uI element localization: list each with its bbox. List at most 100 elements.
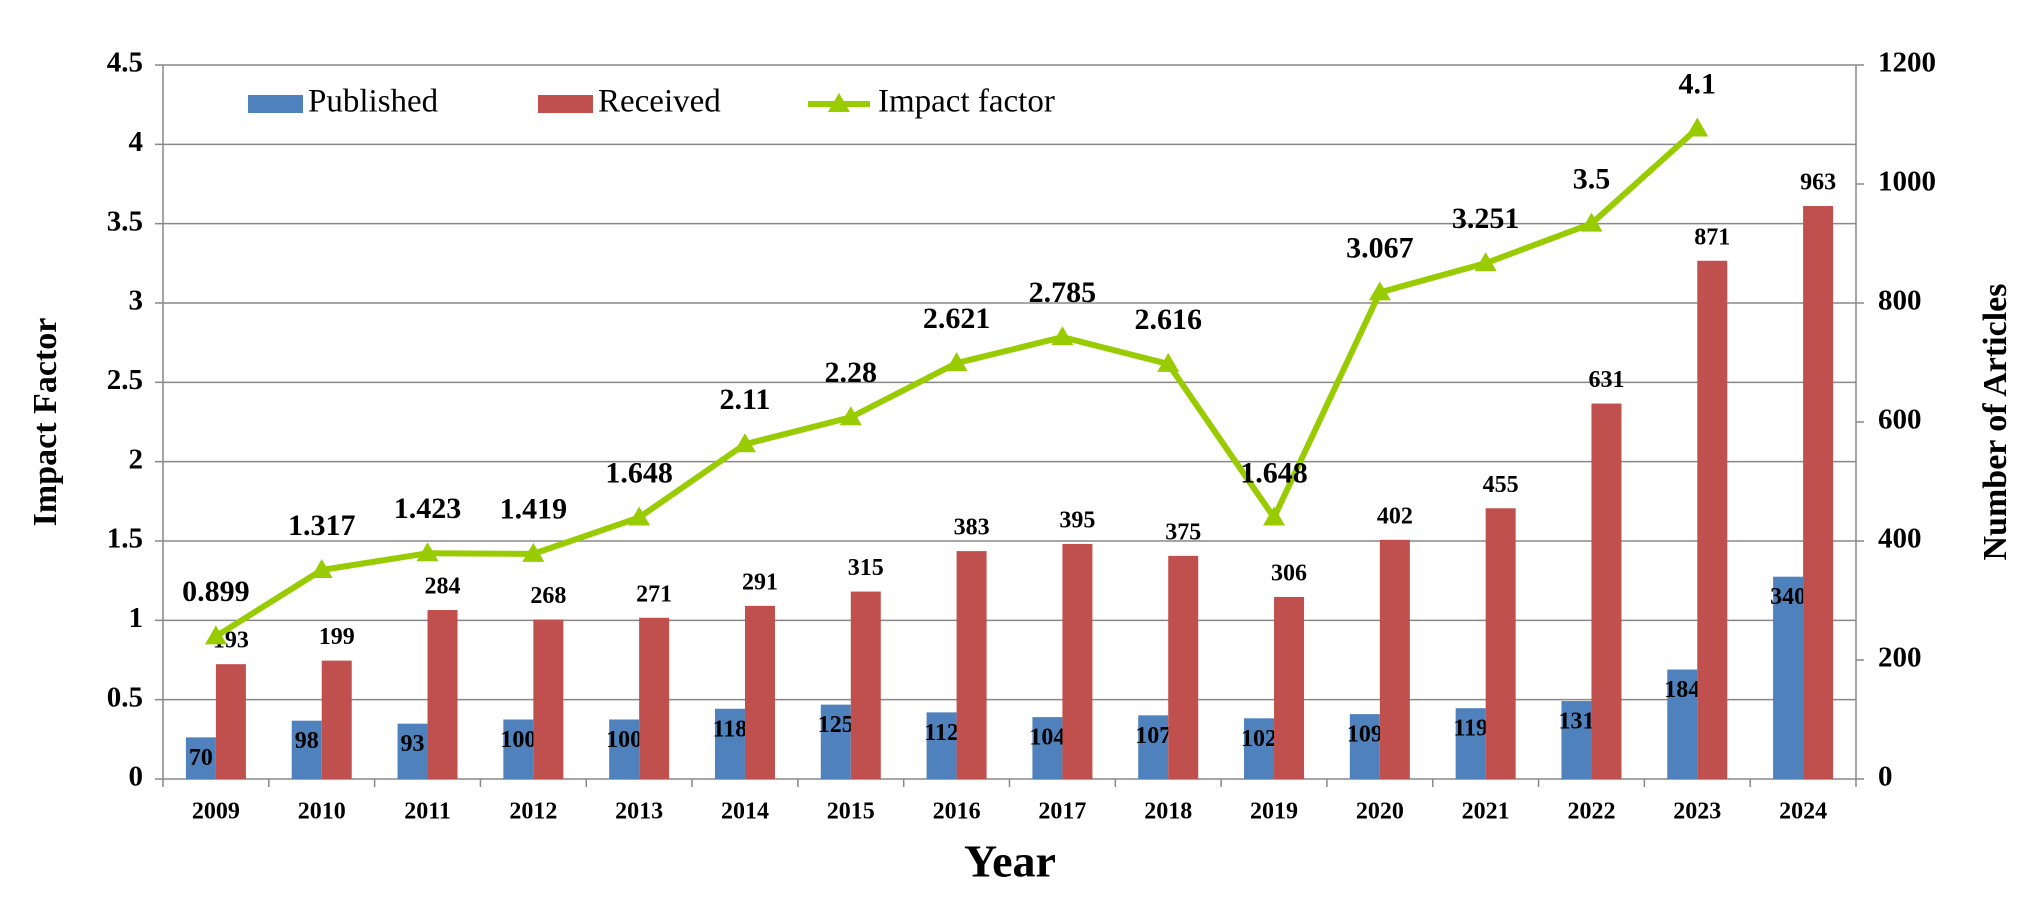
line-marker bbox=[945, 352, 968, 372]
y-tick-label: 4.5 bbox=[107, 47, 143, 79]
bar bbox=[1244, 718, 1275, 779]
data-label: 1.648 bbox=[605, 456, 673, 489]
data-label: 395 bbox=[1059, 507, 1095, 533]
data-label: 112 bbox=[924, 720, 959, 746]
bar bbox=[714, 708, 745, 779]
data-label: 2.785 bbox=[1029, 276, 1097, 309]
line-marker bbox=[1051, 326, 1074, 346]
y2-axis-label: Number of Articles bbox=[1977, 284, 2014, 561]
bar bbox=[744, 605, 775, 779]
x-tick-label: 2022 bbox=[1567, 799, 1615, 825]
data-label: 102 bbox=[1241, 726, 1277, 752]
x-tick-label: 2024 bbox=[1779, 799, 1827, 825]
legend-label: Published bbox=[308, 84, 439, 120]
data-label: 383 bbox=[954, 515, 990, 541]
y-tick-label: 3 bbox=[129, 285, 144, 317]
data-label: 271 bbox=[636, 581, 672, 607]
x-tick-label: 2020 bbox=[1356, 799, 1404, 825]
x-tick-label: 2012 bbox=[509, 799, 557, 825]
x-tick-label: 2016 bbox=[933, 799, 981, 825]
data-label: 402 bbox=[1377, 503, 1413, 529]
bar bbox=[1773, 576, 1804, 779]
x-tick-label: 2021 bbox=[1462, 799, 1510, 825]
x-tick-label: 2015 bbox=[827, 799, 875, 825]
y-tick-label: 2 bbox=[129, 443, 144, 475]
data-label: 268 bbox=[530, 583, 566, 609]
y-tick-label: 0 bbox=[129, 761, 144, 793]
x-tick-label: 2019 bbox=[1250, 799, 1298, 825]
bar bbox=[1697, 260, 1728, 779]
data-label: 199 bbox=[319, 624, 355, 650]
y2-tick-label: 400 bbox=[1878, 523, 1922, 555]
line-marker bbox=[1580, 212, 1603, 232]
bar bbox=[533, 619, 564, 779]
x-tick-label: 2014 bbox=[721, 799, 769, 825]
x-tick-label: 2011 bbox=[404, 799, 451, 825]
x-tick-label: 2018 bbox=[1144, 799, 1192, 825]
y-tick-label: 0.5 bbox=[107, 681, 143, 713]
data-label: 131 bbox=[1558, 709, 1594, 735]
bar bbox=[1379, 539, 1410, 779]
bar bbox=[427, 610, 458, 779]
bar bbox=[1349, 714, 1380, 779]
data-label: 100 bbox=[606, 727, 642, 753]
y-tick-label: 3.5 bbox=[107, 205, 143, 237]
y2-tick-label: 0 bbox=[1878, 761, 1893, 793]
bar bbox=[1485, 508, 1516, 779]
bar bbox=[639, 617, 670, 779]
bar bbox=[1591, 403, 1622, 779]
data-label: 4.1 bbox=[1679, 67, 1717, 100]
line-marker bbox=[522, 542, 545, 562]
bar bbox=[321, 660, 352, 779]
bar bbox=[609, 719, 640, 779]
bar bbox=[185, 737, 216, 779]
y2-tick-label: 200 bbox=[1878, 642, 1922, 674]
data-label: 1.423 bbox=[394, 492, 462, 525]
line-marker bbox=[628, 506, 651, 526]
x-tick-label: 2023 bbox=[1673, 799, 1721, 825]
legend-label: Impact factor bbox=[878, 84, 1055, 120]
y-axis-label: Impact Factor bbox=[27, 318, 64, 527]
data-label: 2.11 bbox=[720, 383, 771, 416]
data-label: 100 bbox=[500, 727, 536, 753]
data-label: 125 bbox=[818, 712, 854, 738]
line-marker bbox=[1686, 117, 1709, 137]
y-tick-label: 1 bbox=[129, 602, 144, 634]
bar bbox=[850, 591, 881, 779]
data-label: 0.899 bbox=[182, 575, 250, 608]
bar bbox=[1803, 206, 1834, 779]
bar bbox=[1274, 596, 1305, 779]
y2-tick-label: 1000 bbox=[1878, 166, 1936, 198]
bar bbox=[926, 712, 957, 779]
line-marker bbox=[1474, 252, 1497, 272]
data-label: 1.648 bbox=[1240, 456, 1308, 489]
data-label: 2.621 bbox=[923, 302, 991, 335]
bar bbox=[1138, 715, 1169, 779]
y-tick-label: 1.5 bbox=[107, 523, 143, 555]
y2-tick-label: 600 bbox=[1878, 404, 1922, 436]
data-label: 70 bbox=[189, 745, 213, 771]
data-label: 315 bbox=[848, 555, 884, 581]
x-axis-label: Year bbox=[964, 836, 1056, 887]
bar bbox=[397, 723, 428, 779]
legend-swatch bbox=[828, 93, 850, 112]
x-tick-label: 2010 bbox=[298, 799, 346, 825]
data-label: 306 bbox=[1271, 560, 1307, 586]
data-label: 340 bbox=[1770, 584, 1806, 610]
data-label: 2.28 bbox=[825, 356, 878, 389]
line-marker bbox=[1263, 506, 1286, 526]
line-marker bbox=[416, 542, 439, 562]
line-marker bbox=[733, 433, 756, 453]
y-tick-label: 2.5 bbox=[107, 364, 143, 396]
data-label: 3.067 bbox=[1346, 231, 1414, 264]
data-label: 93 bbox=[401, 731, 425, 757]
data-label: 284 bbox=[425, 574, 461, 600]
bar bbox=[1561, 701, 1592, 779]
data-label: 3.251 bbox=[1452, 202, 1520, 235]
x-tick-label: 2009 bbox=[192, 799, 240, 825]
bar bbox=[1032, 717, 1063, 779]
data-label: 2.616 bbox=[1134, 303, 1202, 336]
legend-swatch bbox=[538, 95, 593, 113]
data-label: 1.317 bbox=[288, 509, 356, 542]
